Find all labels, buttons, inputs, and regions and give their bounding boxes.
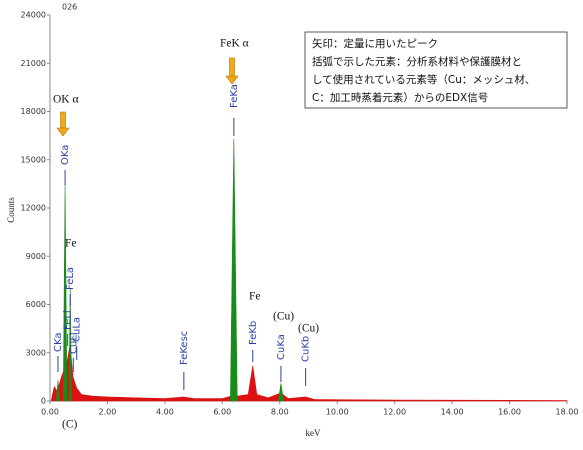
x-tick-label: 14.00: [441, 408, 464, 417]
y-tick-label: 6000: [26, 300, 46, 309]
y-tick-label: 24000: [21, 11, 46, 20]
arrow-head: [56, 127, 70, 137]
peak-label: CuLa: [72, 317, 83, 342]
x-tick-label: 10.00: [326, 408, 349, 417]
note-box: [304, 31, 568, 109]
arrow-shaft: [60, 111, 66, 129]
arrow-head: [225, 75, 239, 85]
y-tick-label: 15000: [21, 155, 46, 164]
note-line: して使用されている元素等（Cu：メッシュ材、: [312, 73, 535, 86]
x-tick-label: 16.00: [498, 408, 521, 417]
spectrum-area: [55, 380, 60, 402]
x-tick-label: 6.00: [213, 408, 231, 417]
note-line: 括弧で示した元素：分析系材料や保護膜材と: [312, 55, 522, 68]
note-line: C：加工時蒸着元素）からのEDX信号: [312, 91, 488, 104]
spectrum-area: [230, 138, 238, 402]
peak-label: FeKb: [248, 321, 259, 345]
note-line: 矢印：定量に用いたピーク: [312, 37, 438, 50]
x-tick-label: 2.00: [99, 408, 117, 417]
y-tick-label: 9000: [26, 252, 46, 261]
peak-label: CuKb: [301, 336, 312, 362]
y-tick-label: 21000: [21, 59, 46, 68]
y-tick-label: 3000: [26, 348, 46, 357]
peak-label: CuLl: [68, 332, 79, 354]
peak-label: CKa: [53, 333, 64, 353]
spectrum-area: [277, 383, 284, 402]
y-axis-label: Counts: [6, 197, 16, 223]
y-tick-label: 18000: [21, 107, 46, 116]
peak-label: FeKa: [229, 84, 240, 108]
peak-label: CuKa: [276, 334, 287, 360]
y-tick-label: 0: [41, 397, 46, 406]
annotation: (Cu): [298, 323, 319, 335]
x-tick-label: 4.00: [156, 408, 174, 417]
x-tick-label: 18.00: [556, 408, 579, 417]
x-axis-label: keV: [306, 428, 321, 438]
peak-label: OKa: [60, 145, 71, 165]
annotation: Fe: [249, 291, 261, 303]
x-tick-label: 8.00: [271, 408, 289, 417]
x-tick-label: 12.00: [383, 408, 406, 417]
annotation: Fe: [65, 238, 77, 250]
spectrum-area: [68, 288, 72, 402]
peak-label: FeKesc: [179, 331, 190, 365]
arrow-shaft: [229, 57, 235, 77]
annotation: FeK α: [220, 38, 249, 50]
y-tick-label: 12000: [21, 204, 46, 213]
annotation: (C): [62, 419, 78, 431]
spectrum-id: 026: [62, 3, 77, 12]
peak-label: FeLa: [65, 267, 76, 290]
annotation: OK α: [53, 94, 79, 106]
x-tick-label: 0.00: [41, 408, 59, 417]
spectrum-area: [62, 183, 68, 402]
annotation: (Cu): [273, 311, 294, 323]
peak-label: FeLl: [63, 310, 74, 330]
